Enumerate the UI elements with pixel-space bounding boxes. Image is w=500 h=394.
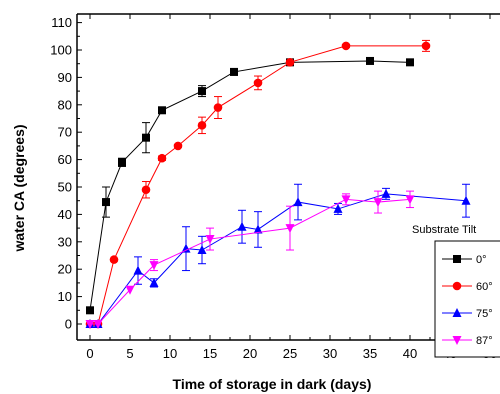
legend-title: Substrate Tilt: [412, 224, 476, 236]
data-point: [406, 58, 414, 67]
legend-label: 0°: [476, 254, 487, 266]
y-tick-label: 30: [58, 234, 72, 249]
legend-marker: [452, 281, 462, 291]
y-tick-label: 60: [58, 152, 72, 167]
series-4: [85, 190, 415, 329]
data-point: [149, 277, 159, 287]
legend-label: 87°: [476, 335, 493, 347]
data-point: [85, 320, 95, 329]
x-tick-label: 0: [86, 346, 93, 361]
data-point: [118, 158, 126, 167]
data-point: [197, 121, 207, 130]
data-point: [181, 243, 191, 253]
data-point: [293, 197, 303, 207]
data-point: [230, 67, 238, 76]
data-point: [102, 198, 110, 207]
y-tick-label: 0: [65, 317, 72, 332]
data-point: [381, 188, 391, 198]
data-point: [213, 103, 223, 112]
x-tick-label: 25: [283, 346, 297, 361]
y-tick-label: 80: [58, 97, 72, 112]
data-point: [341, 41, 351, 51]
y-tick-label: 10: [58, 289, 72, 304]
data-point: [93, 320, 103, 329]
legend-marker: [452, 308, 462, 317]
data-point: [125, 285, 135, 295]
series-layer: [85, 39, 471, 329]
series-line: [89, 60, 411, 311]
x-tick-label: 30: [323, 346, 337, 361]
x-tick-label: 10: [163, 346, 177, 361]
data-point: [197, 245, 207, 255]
x-tick-label: 5: [126, 346, 133, 361]
y-tick-label: 110: [51, 15, 72, 30]
y-tick-label: 20: [58, 262, 72, 277]
y-tick-label: 100: [50, 43, 72, 58]
data-point: [333, 203, 343, 213]
data-point: [366, 56, 374, 65]
legend: Substrate Tilt 0° 60° 75° 87°: [412, 224, 500, 358]
data-point: [133, 265, 143, 275]
data-point: [421, 41, 431, 51]
x-tick-label: 20: [243, 346, 257, 361]
data-point: [373, 198, 383, 208]
x-axis-title: Time of storage in dark (days): [173, 376, 372, 392]
y-tick-label: 70: [58, 125, 72, 140]
series-3: [85, 183, 471, 328]
legend-label: 75°: [476, 308, 493, 320]
y-axis-ticks: 0 10 20 30 40 50 60 70 80 90 100 110: [50, 15, 82, 332]
data-point: [237, 221, 247, 231]
legend-item: 60°: [442, 281, 493, 293]
series-line: [90, 193, 467, 325]
data-point: [198, 87, 206, 96]
legend-marker: [452, 336, 462, 345]
x-tick-label: 15: [203, 346, 217, 361]
data-point: [86, 306, 94, 315]
legend-box: [434, 240, 500, 358]
legend-item: 0°: [442, 254, 487, 266]
y-tick-label: 90: [58, 70, 72, 85]
data-point: [461, 195, 471, 205]
legend-marker: [453, 255, 461, 263]
data-point: [149, 261, 159, 271]
data-point: [173, 141, 183, 151]
data-point: [205, 235, 215, 245]
data-point: [142, 133, 150, 142]
data-point: [405, 195, 415, 205]
data-point: [141, 185, 151, 195]
data-point: [341, 195, 351, 205]
data-point: [158, 106, 166, 115]
legend-item: 87°: [442, 335, 493, 347]
data-point: [109, 255, 119, 264]
data-point: [253, 224, 263, 234]
legend-item: 75°: [442, 308, 493, 320]
y-axis-title: water CA (degrees): [11, 124, 27, 252]
legend-label: 60°: [476, 281, 493, 293]
y-tick-label: 40: [58, 207, 72, 222]
series-line: [90, 45, 426, 325]
data-point: [285, 224, 295, 234]
series-2: [85, 39, 431, 329]
x-tick-label: 35: [363, 346, 377, 361]
data-point: [285, 58, 295, 67]
data-point: [157, 153, 167, 163]
data-point: [253, 78, 263, 88]
y-tick-label: 50: [58, 180, 72, 195]
x-tick-label: 40: [403, 346, 417, 361]
series-1: [86, 56, 414, 315]
